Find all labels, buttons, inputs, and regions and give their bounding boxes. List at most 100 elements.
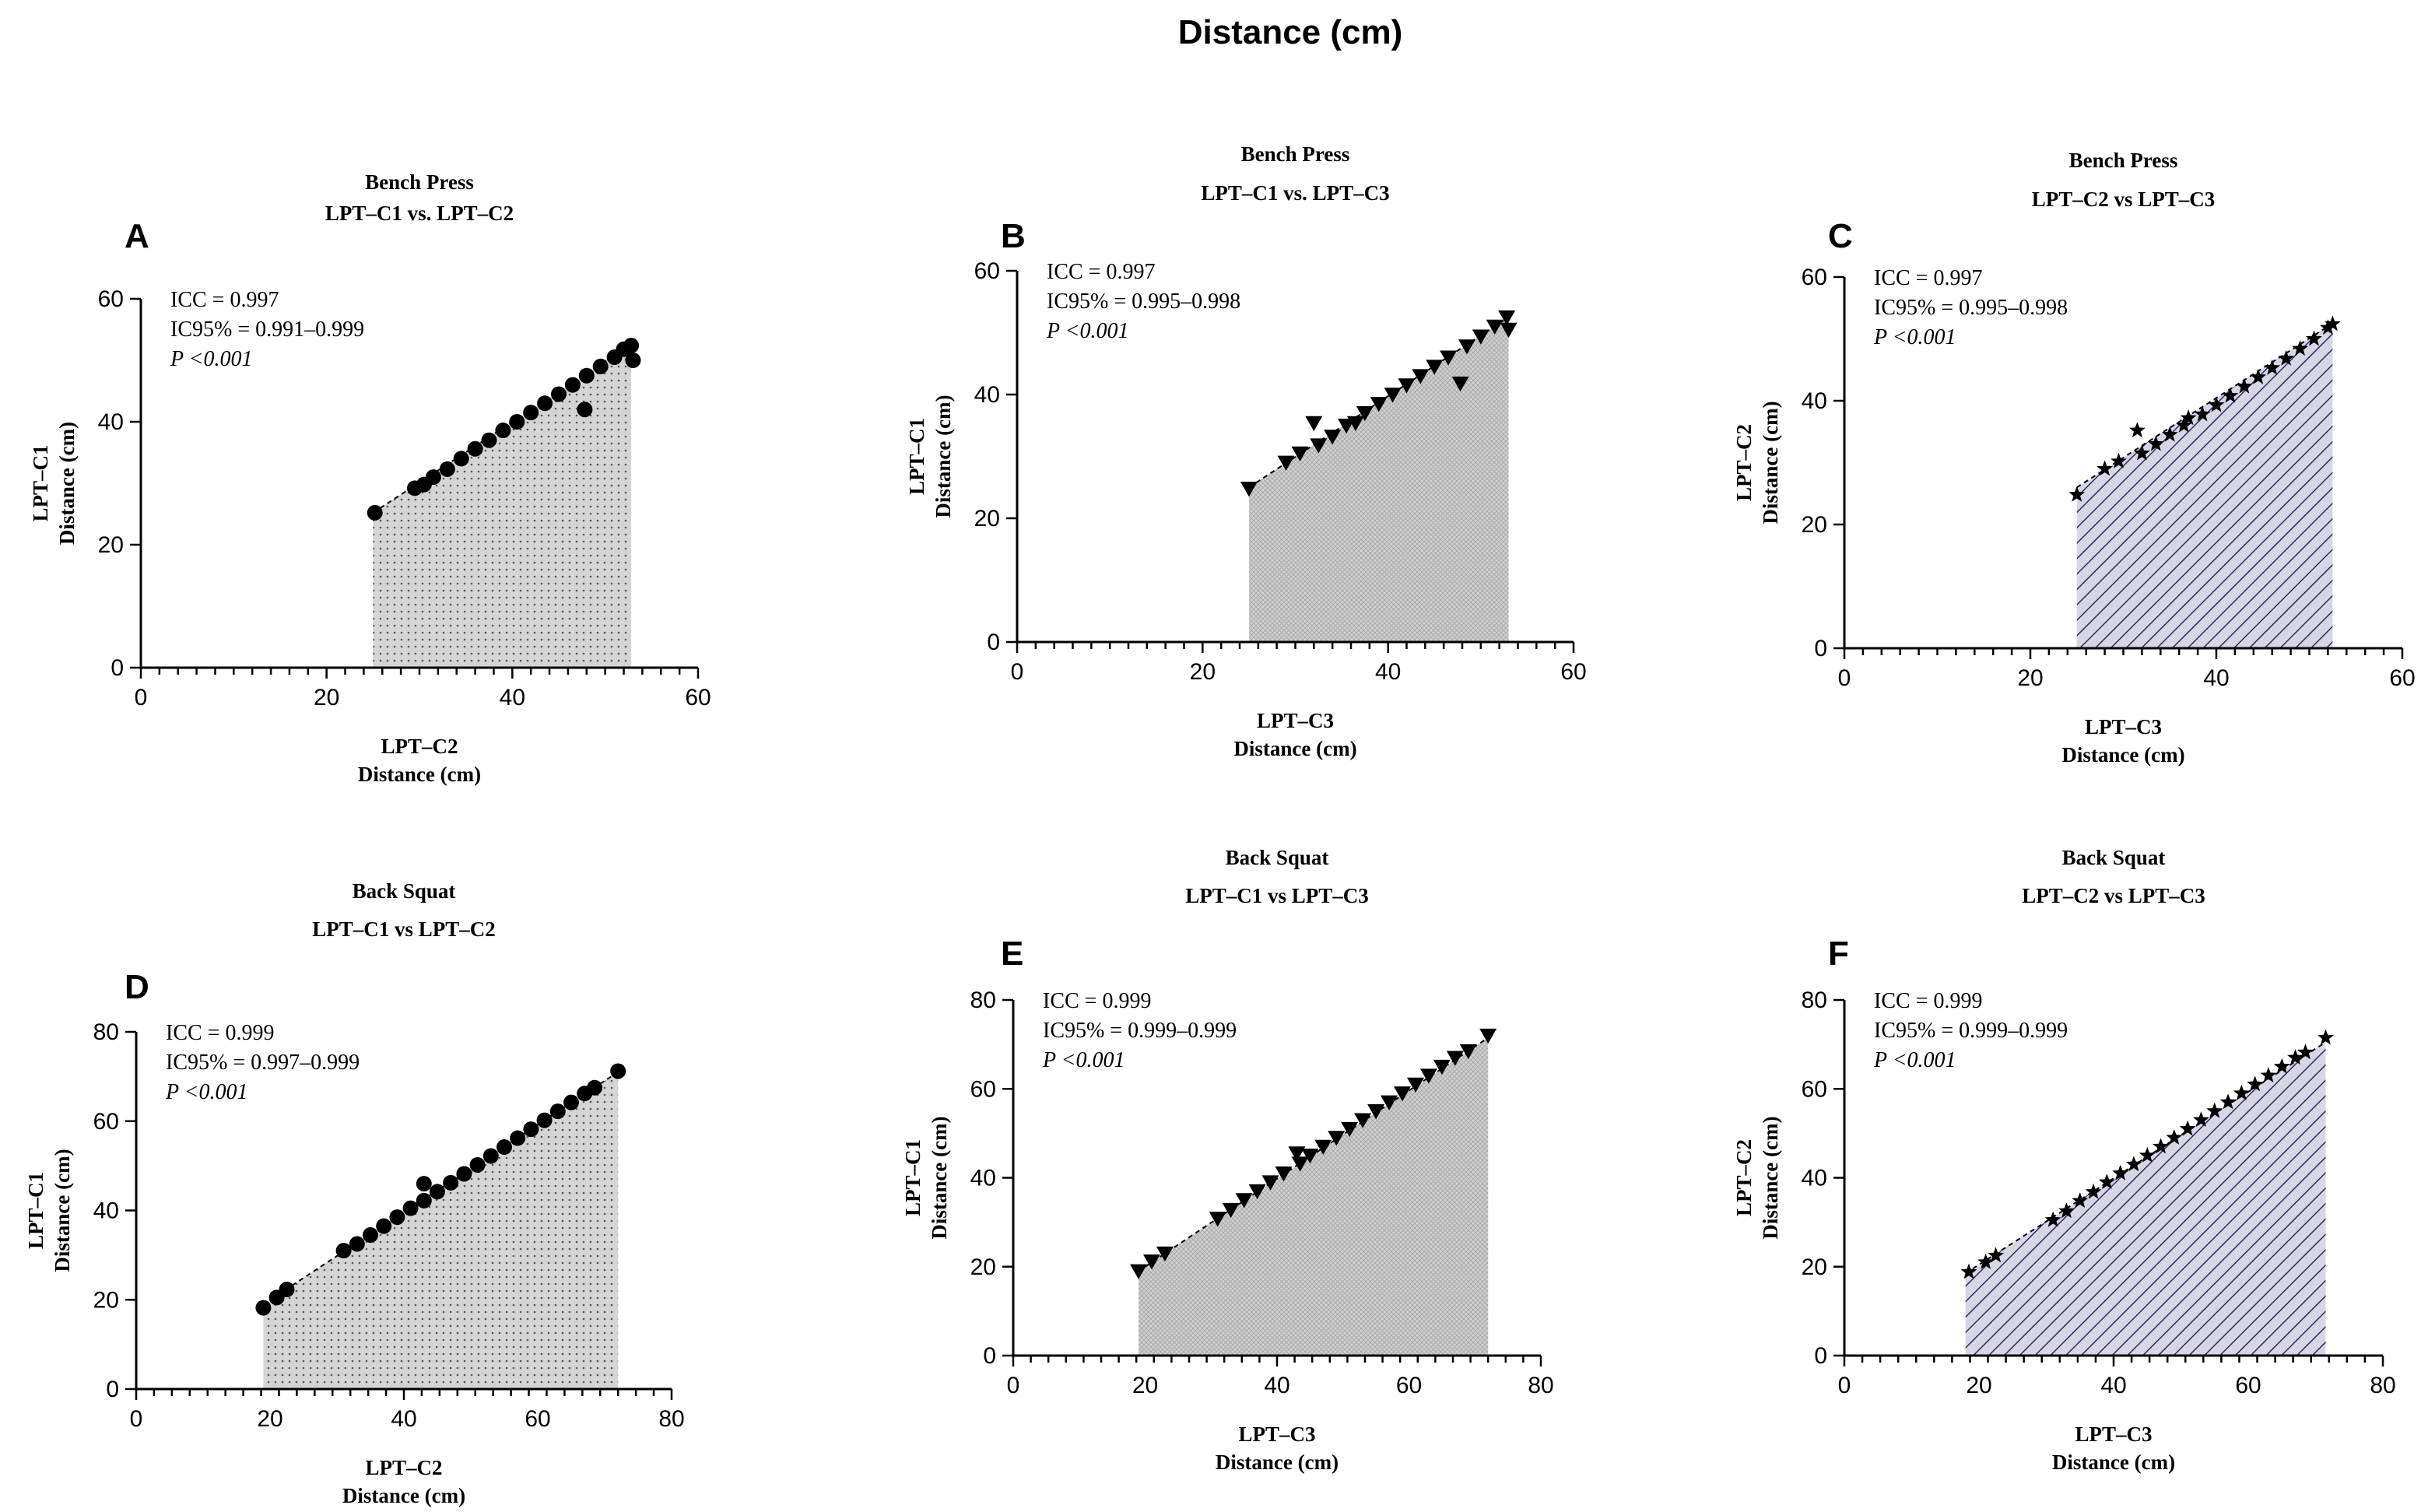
data-point <box>2273 1058 2290 1074</box>
data-point <box>2085 1183 2102 1199</box>
x-axis-label-line-2: Distance (cm) <box>1216 1451 1339 1474</box>
panel-title-line-2: LPT–C1 vs. LPT–C3 <box>1201 181 1389 205</box>
panel-e: Back Squat LPT–C1 vs LPT–C3 E 0 20 40 60 80 0 20 4… <box>901 846 1554 1474</box>
data-point <box>1261 1175 1279 1191</box>
x-axis-label-line-1: LPT–C2 <box>365 1456 442 1479</box>
data-point <box>2058 1202 2075 1219</box>
data-point <box>2297 1044 2314 1060</box>
x-axis-label-line-1: LPT–C3 <box>2075 1423 2152 1446</box>
y-axis-label-line-2: Distance (cm) <box>1759 1116 1782 1239</box>
x-tick-label: 40 <box>500 685 525 710</box>
data-point <box>1398 378 1416 394</box>
data-point <box>625 353 641 368</box>
stat-line-2: IC95% = 0.997–0.999 <box>166 1051 360 1075</box>
y-tick-label: 0 <box>106 1377 119 1402</box>
x-tick-label: 60 <box>2235 1373 2261 1398</box>
data-point <box>2139 1146 2156 1163</box>
x-axis-label-line-2: Distance (cm) <box>2061 743 2184 767</box>
data-point <box>1288 1146 1306 1162</box>
data-point <box>2287 1049 2303 1065</box>
x-axis-label-line-1: LPT–C2 <box>381 735 458 758</box>
data-point <box>1498 310 1516 326</box>
y-tick-label: 60 <box>93 1109 119 1135</box>
data-point <box>1248 1184 1266 1200</box>
stat-line-2: IC95% = 0.991–0.999 <box>170 317 364 342</box>
panel-b: Bench Press LPT–C1 vs. LPT–C3 B 0 20 40 60 0 20 4… <box>905 142 1587 760</box>
data-point <box>2129 422 2146 438</box>
panel-d: Back Squat LPT–C1 vs LPT–C2 D 0 20 40 60 80 0 20 4… <box>24 879 685 1507</box>
data-point <box>1142 1254 1160 1270</box>
data-point <box>2206 1102 2223 1118</box>
stat-line-3: P <0.001 <box>1873 1048 1956 1072</box>
data-point <box>2161 426 2178 442</box>
y-tick-label: 20 <box>98 532 124 558</box>
data-point <box>495 423 511 439</box>
y-tick-label: 80 <box>970 988 996 1013</box>
data-point <box>1440 350 1458 366</box>
data-point <box>2319 319 2336 335</box>
panel-title-line-2: LPT–C2 vs LPT–C3 <box>2032 188 2216 211</box>
data-point <box>1310 438 1328 454</box>
x-tick-label: 40 <box>2100 1373 2126 1398</box>
y-tick-label: 60 <box>98 286 124 312</box>
panel-letter: C <box>1828 217 1853 255</box>
y-axis-label-line-2: Distance (cm) <box>1759 401 1782 524</box>
data-point <box>578 367 595 384</box>
y-tick-label: 20 <box>1802 1254 1827 1280</box>
data-point <box>349 1236 365 1252</box>
data-point <box>1324 430 1342 445</box>
data-point <box>551 386 567 402</box>
x-tick-label: 0 <box>1007 1373 1020 1398</box>
data-point <box>1406 1077 1424 1093</box>
stat-line-2: IC95% = 0.999–0.999 <box>1043 1019 1237 1043</box>
data-point <box>1291 446 1309 461</box>
data-point <box>2096 460 2114 476</box>
x-tick-label: 0 <box>1838 665 1851 691</box>
data-point <box>2112 1164 2129 1180</box>
data-point <box>2317 1029 2334 1045</box>
data-point <box>564 377 581 393</box>
x-axis-label-line-1: LPT–C3 <box>1257 709 1334 732</box>
data-point <box>2324 315 2341 332</box>
data-point <box>1479 1028 1497 1044</box>
stat-line-3: P <0.001 <box>1042 1048 1125 1072</box>
stat-line-1: ICC = 0.999 <box>1874 989 1982 1013</box>
data-point <box>587 1079 603 1096</box>
x-axis-label-line-2: Distance (cm) <box>358 763 481 786</box>
stat-line-2: IC95% = 0.995–0.998 <box>1047 289 1240 314</box>
data-point <box>367 504 383 521</box>
y-tick-label: 40 <box>93 1198 119 1224</box>
data-point <box>2264 359 2281 375</box>
x-tick-label: 80 <box>1528 1373 1553 1398</box>
y-axis-label-line-1: LPT–C2 <box>1732 1139 1756 1216</box>
data-point <box>389 1209 405 1226</box>
x-tick-label: 20 <box>1190 659 1216 685</box>
data-point <box>1458 339 1475 355</box>
y-axis-label-line-1: LPT–C1 <box>905 418 928 495</box>
x-tick-label: 60 <box>525 1406 550 1432</box>
y-tick-label: 0 <box>1814 636 1827 661</box>
data-point <box>1367 1104 1385 1120</box>
data-point <box>623 338 640 354</box>
stat-line-1: ICC = 0.999 <box>166 1021 274 1045</box>
data-point <box>255 1300 272 1316</box>
data-point <box>2147 435 2164 451</box>
data-point <box>2306 330 2322 346</box>
data-point <box>1130 1264 1148 1279</box>
data-point <box>2222 387 2239 403</box>
y-tick-label: 20 <box>974 506 1000 531</box>
data-point <box>453 451 469 467</box>
panel-title-line-2: LPT–C1 vs LPT–C3 <box>1185 884 1369 907</box>
data-point <box>1381 1095 1398 1110</box>
data-point <box>563 1094 579 1110</box>
data-point <box>1354 1113 1372 1128</box>
y-axis-label-line-1: LPT–C1 <box>29 444 52 521</box>
data-point <box>2072 1192 2089 1209</box>
panel-c: Bench Press LPT–C2 vs LPT–C3 C 0 20 40 60 0 20 40… <box>1732 149 2416 767</box>
data-point <box>1451 376 1469 392</box>
y-axis-label-line-1: LPT–C2 <box>1732 424 1756 501</box>
data-point <box>1426 360 1444 375</box>
area-fill <box>263 1072 619 1389</box>
x-tick-label: 0 <box>1838 1373 1851 1398</box>
panel-letter: E <box>1001 935 1023 973</box>
